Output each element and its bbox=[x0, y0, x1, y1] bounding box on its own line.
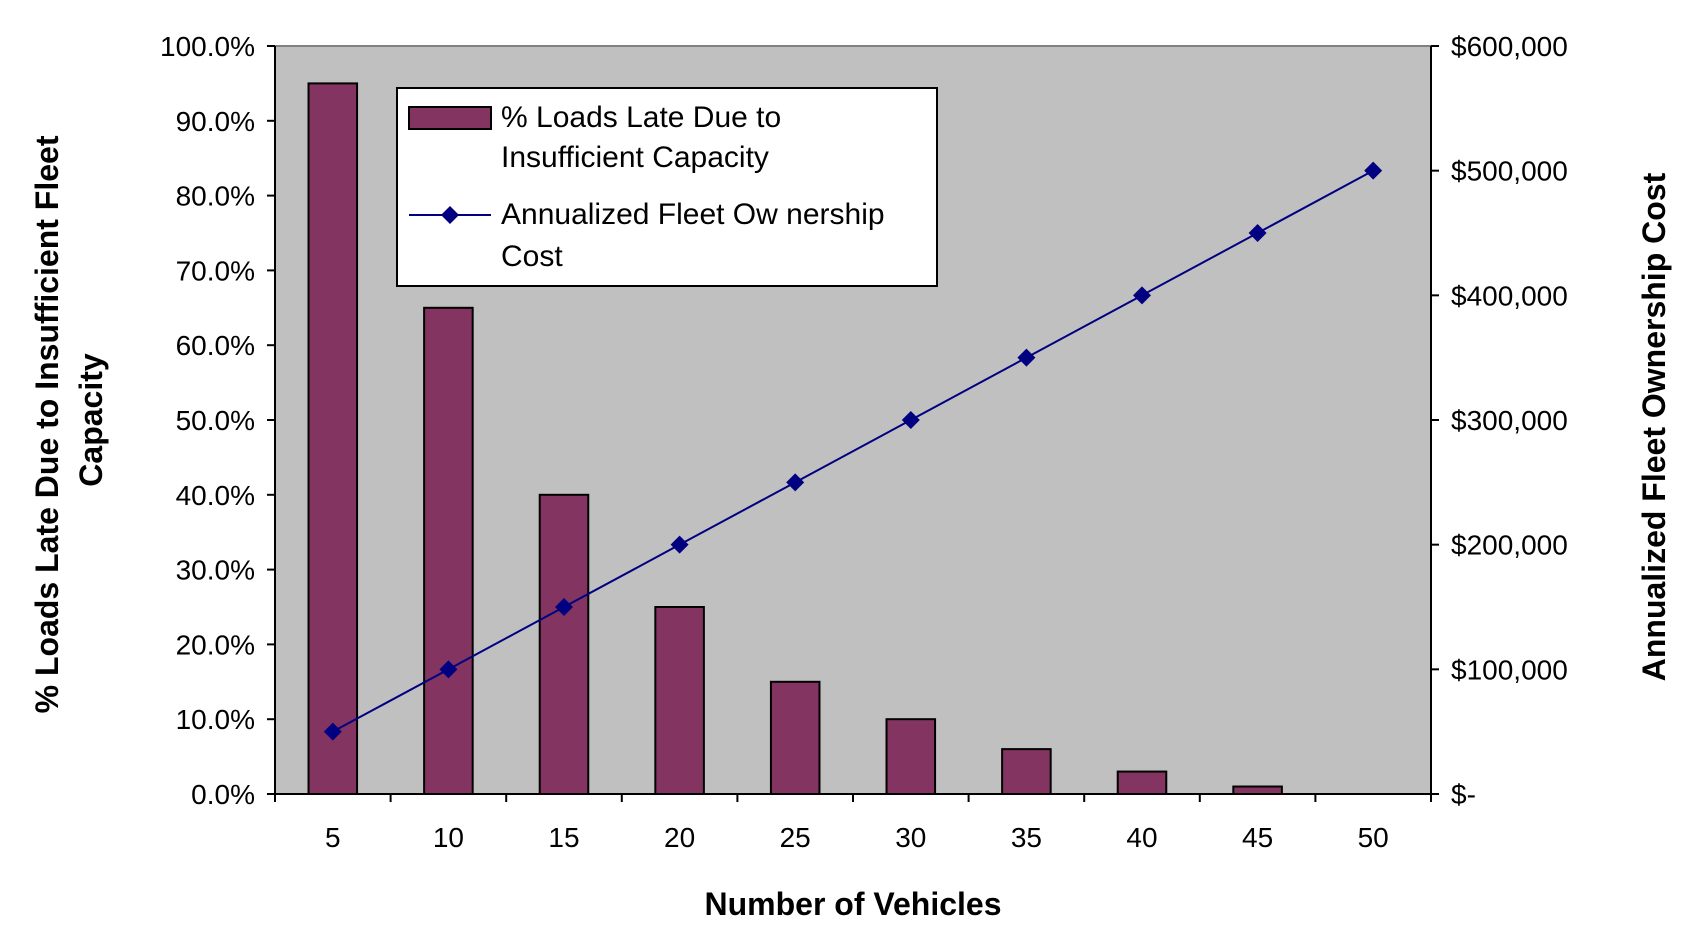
x-tick-label: 15 bbox=[548, 822, 579, 853]
cost-point-50 bbox=[1364, 161, 1383, 180]
y-tick-label: 30.0% bbox=[176, 555, 255, 586]
y-tick-label: 70.0% bbox=[176, 255, 255, 286]
bar-15 bbox=[538, 493, 590, 795]
y-tick-label: 10.0% bbox=[176, 704, 255, 735]
y-tick-label: 60.0% bbox=[176, 330, 255, 361]
legend-box bbox=[396, 87, 938, 287]
x-tick-label: 20 bbox=[664, 822, 695, 853]
x-axis-title: Number of Vehicles bbox=[705, 886, 1002, 922]
bar-series bbox=[307, 82, 1283, 796]
y-tick-label: 20.0% bbox=[176, 629, 255, 660]
x-tick-label: 10 bbox=[433, 822, 464, 853]
cost-point-25 bbox=[786, 473, 805, 492]
cost-point-45 bbox=[1248, 224, 1267, 242]
bar-5 bbox=[307, 82, 359, 795]
legend-label-line-line-1: Annualized Fleet Ow nership bbox=[501, 198, 885, 231]
legend-label-line: Annualized Fleet Ow nership Cost bbox=[501, 198, 893, 273]
y-axis-title-line-2: Capacity bbox=[73, 353, 109, 487]
y-tick-label: 40.0% bbox=[176, 480, 255, 511]
cost-point-40 bbox=[1133, 286, 1151, 305]
y2-tick-label: $- bbox=[1451, 779, 1476, 810]
y-axis-title: % Loads Late Due to Insufficient Fleet C… bbox=[29, 127, 109, 714]
cost-point-35 bbox=[1017, 348, 1036, 367]
bar-35 bbox=[1001, 748, 1052, 795]
y-tick-label: 100.0% bbox=[160, 31, 255, 62]
legend-marker-diamond-icon bbox=[441, 206, 459, 224]
cost-point-20 bbox=[670, 535, 689, 554]
y2-tick-label: $100,000 bbox=[1451, 654, 1568, 685]
y-axis-title-line-1: % Loads Late Due to Insufficient Fleet bbox=[29, 135, 65, 713]
y2-tick-label: $200,000 bbox=[1451, 530, 1568, 561]
legend-label-bars-line-1: % Loads Late Due to bbox=[501, 101, 781, 134]
x-tick-label: 30 bbox=[895, 822, 926, 853]
cost-point-10 bbox=[439, 660, 458, 679]
y-tick-label: 80.0% bbox=[176, 181, 255, 212]
legend-label-line-line-2: Cost bbox=[501, 240, 563, 273]
bar-10 bbox=[423, 306, 474, 795]
bar-45 bbox=[1232, 785, 1283, 796]
cost-point-5 bbox=[323, 722, 342, 741]
legend-label-bars: % Loads Late Due to Insufficient Capacit… bbox=[501, 101, 790, 174]
x-tick-label: 35 bbox=[1011, 822, 1042, 853]
x-tick-label: 50 bbox=[1358, 822, 1389, 853]
x-tick-label: 40 bbox=[1126, 822, 1157, 853]
x-tick-label: 25 bbox=[780, 822, 811, 853]
bar-30 bbox=[885, 718, 937, 796]
y2-tick-label: $400,000 bbox=[1451, 280, 1568, 311]
legend: % Loads Late Due to Insufficient Capacit… bbox=[396, 87, 938, 287]
bar-40 bbox=[1116, 770, 1168, 795]
axes: 0.0% 10.0% 20.0% 30.0% 40.0% 50.0% 60.0% 70.0% 8… bbox=[160, 31, 1568, 853]
cost-line bbox=[332, 169, 1374, 733]
x-tick-label: 45 bbox=[1242, 822, 1273, 853]
line-series bbox=[323, 161, 1383, 741]
y-tick-label: 50.0% bbox=[176, 405, 255, 436]
legend-label-bars-line-2: Insufficient Capacity bbox=[501, 141, 769, 174]
y2-tick-label: $300,000 bbox=[1451, 405, 1568, 436]
cost-point-30 bbox=[901, 411, 920, 429]
bar-20 bbox=[654, 606, 705, 795]
x-tick-label: 5 bbox=[325, 822, 341, 853]
bar-25 bbox=[769, 680, 821, 795]
y2-tick-label: $500,000 bbox=[1451, 156, 1568, 187]
y-tick-label: 90.0% bbox=[176, 106, 255, 137]
y2-axis-title: Annualized Fleet Ownership Cost bbox=[1636, 172, 1672, 681]
legend-bar-swatch bbox=[408, 106, 492, 130]
y-tick-label: 0.0% bbox=[191, 779, 255, 810]
cost-point-15 bbox=[555, 598, 573, 616]
y2-tick-label: $600,000 bbox=[1451, 31, 1568, 62]
